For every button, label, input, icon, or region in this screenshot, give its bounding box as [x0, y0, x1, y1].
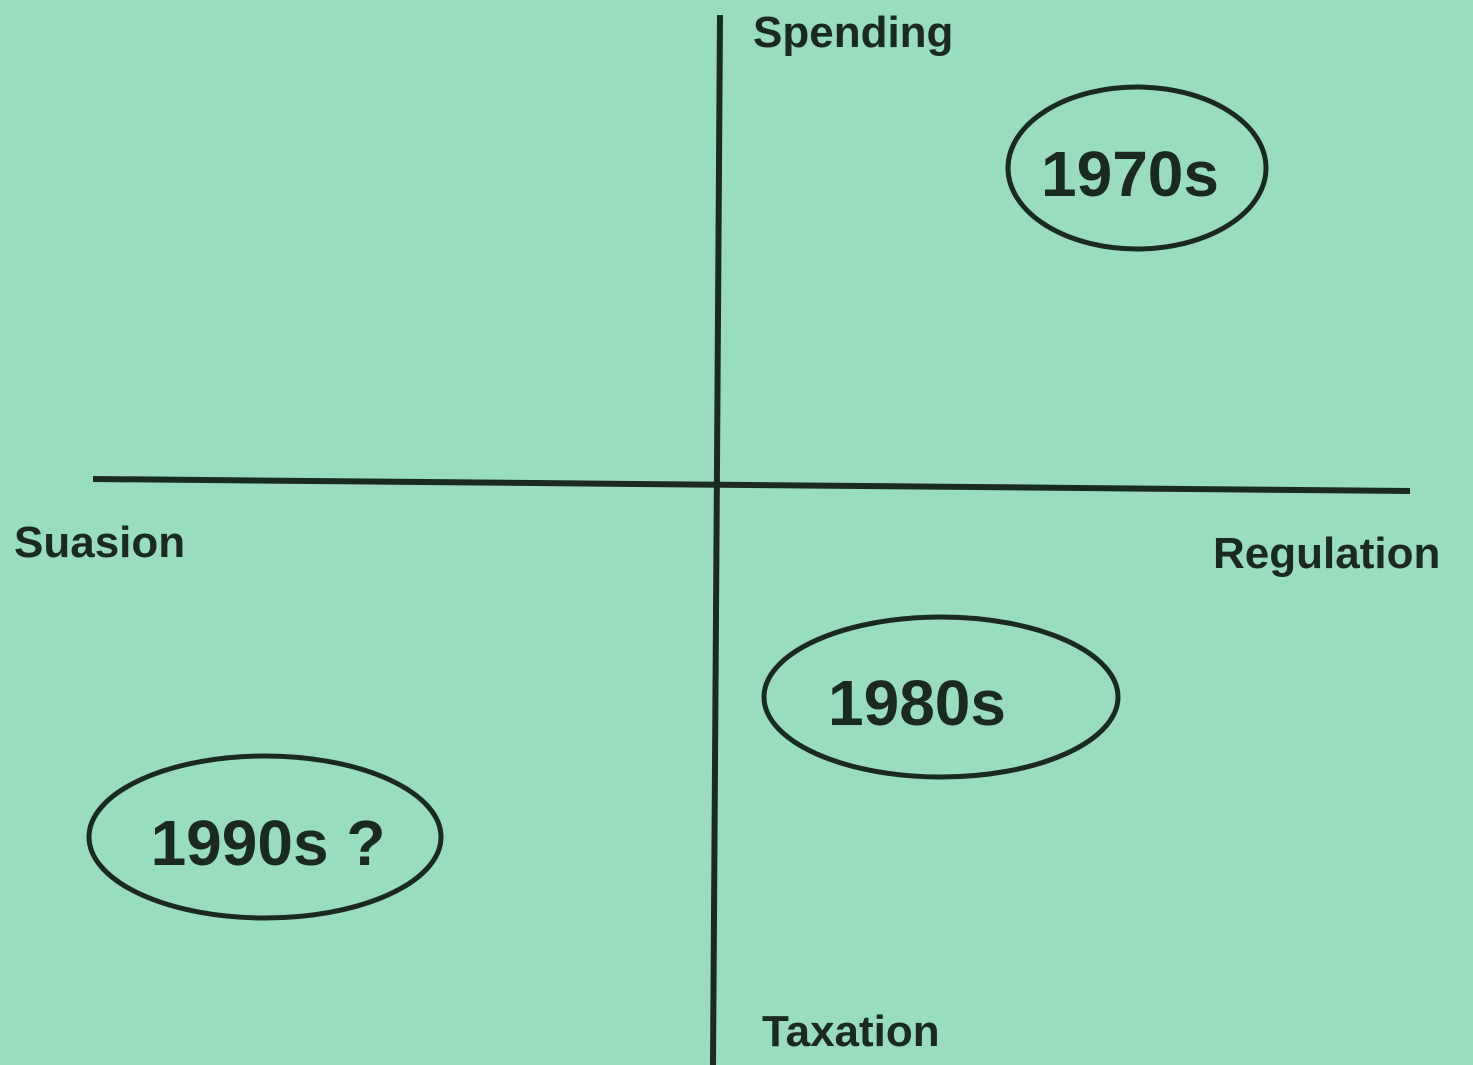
node-ellipse — [1005, 84, 1269, 252]
horizontal-axis — [92, 476, 1411, 494]
node-ellipse — [86, 753, 444, 921]
axis-label-left: Suasion — [14, 518, 185, 567]
axis-label-bottom: Taxation — [762, 1007, 940, 1056]
node-label: 1970s — [1041, 138, 1219, 210]
node-label: 1980s — [828, 667, 1006, 739]
axis-label-right: Regulation — [1213, 529, 1440, 578]
vertical-axis — [710, 14, 723, 1065]
node-ellipse — [761, 614, 1121, 780]
axis-label-top: Spending — [753, 8, 953, 57]
node-label: 1990s ? — [151, 807, 386, 879]
